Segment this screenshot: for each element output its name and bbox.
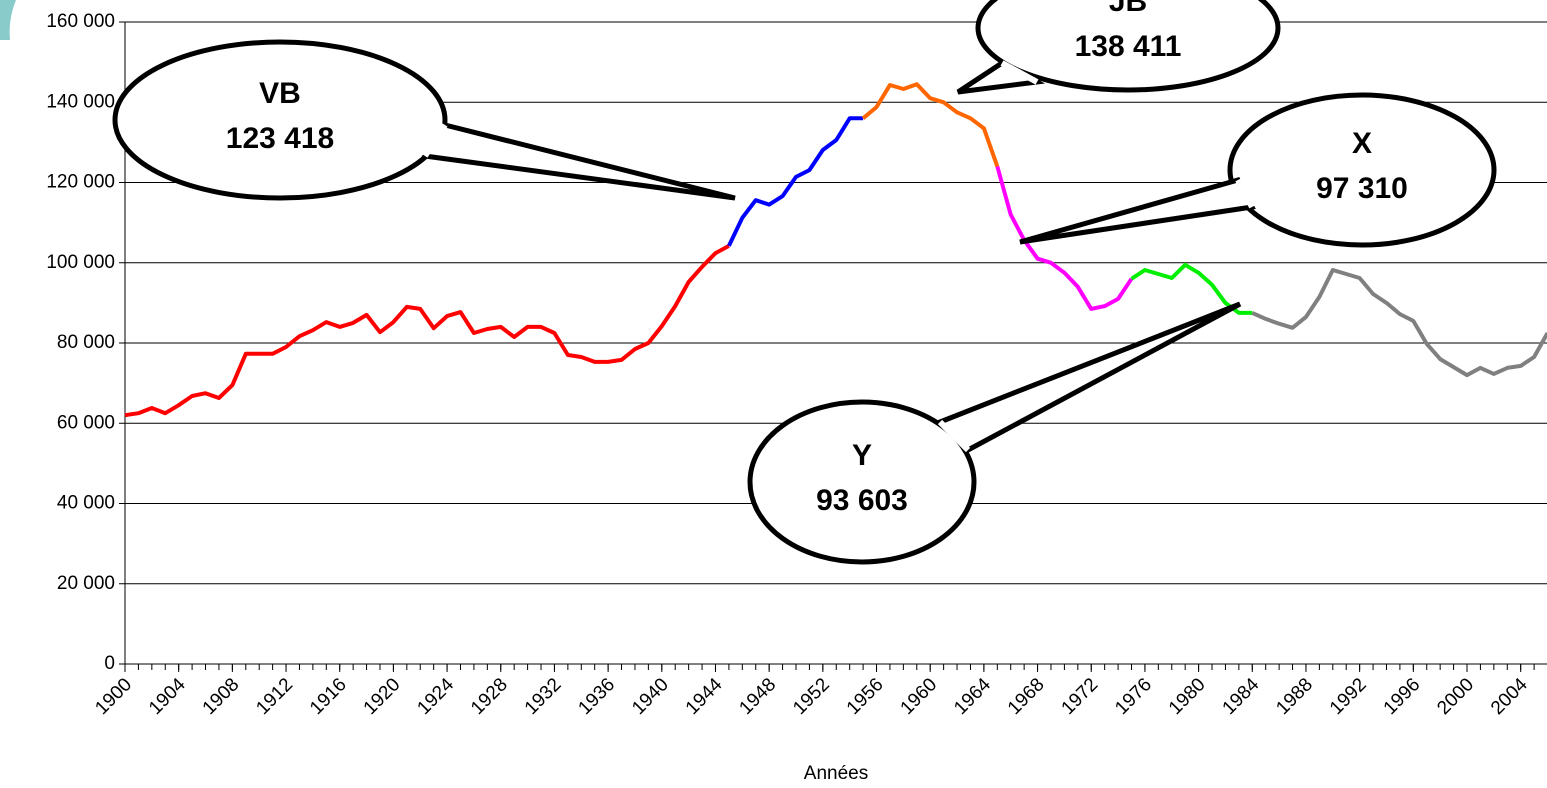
x-tick-label: 2004 (1487, 674, 1532, 719)
callout-tail (935, 301, 1242, 454)
x-tick-label: 1928 (467, 674, 512, 719)
callout-name: JB (1109, 0, 1147, 18)
x-tick-label: 1964 (950, 674, 995, 719)
callout-cover (1235, 178, 1255, 209)
x-tick-label: 1944 (682, 674, 727, 719)
decoration (0, 0, 16, 40)
callout-bubble (1227, 92, 1497, 248)
line-segment (1251, 268, 1547, 378)
x-tick-label: 1908 (199, 674, 244, 719)
x-tick-label: 1940 (628, 674, 673, 719)
callout-name: VB (259, 77, 301, 110)
x-tick-label: 1924 (413, 674, 458, 719)
x-axis-label: Années (804, 763, 868, 784)
x-tick-label: 1948 (735, 674, 780, 719)
callout-value: 123 418 (226, 122, 334, 155)
x-tick-label: 1984 (1219, 674, 1264, 719)
y-tick-label: 20 000 (57, 573, 115, 594)
callout-bubble (112, 39, 448, 201)
x-tick-label: 1980 (1165, 674, 1210, 719)
x-tick-label: 1960 (897, 674, 942, 719)
line-segment (861, 82, 1000, 168)
x-tick-label: 1956 (843, 674, 888, 719)
callout: X 97 310 (1019, 92, 1497, 248)
callout-value: 93 603 (816, 484, 908, 517)
callout: VB 123 418 (112, 39, 736, 201)
x-tick-label: 1932 (521, 674, 566, 719)
callout-name: X (1352, 127, 1372, 160)
callout-tail (420, 122, 736, 201)
callout-bubble (747, 399, 977, 565)
x-tick-label: 1904 (145, 674, 190, 719)
callout-bubble (975, 0, 1281, 93)
callout-cover (422, 123, 448, 158)
callout: JB 138 411 (956, 0, 1281, 95)
x-tick-label: 1900 (91, 674, 136, 719)
y-tick-label: 120 000 (46, 172, 115, 193)
y-tick-label: 60 000 (57, 412, 115, 433)
callout-value: 138 411 (1075, 30, 1182, 63)
x-tick-label: 1972 (1058, 674, 1103, 719)
callout-tail (1019, 177, 1256, 245)
x-tick-label: 1996 (1380, 674, 1425, 719)
x-tick-label: 1912 (252, 674, 297, 719)
callout-cover (1000, 60, 1039, 85)
x-tick-label: 1968 (1004, 674, 1049, 719)
y-tick-label: 160 000 (46, 11, 115, 32)
y-tick-label: 100 000 (46, 252, 115, 273)
y-tick-label: 40 000 (57, 493, 115, 514)
x-tick-label: 1920 (360, 674, 405, 719)
x-tick-label: 1936 (574, 674, 619, 719)
x-tick-label: 1988 (1272, 674, 1317, 719)
line-segment (727, 116, 864, 247)
y-tick-label: 0 (104, 653, 115, 674)
callout-value: 97 310 (1316, 172, 1408, 205)
x-tick-label: 2000 (1433, 674, 1478, 719)
callout-name: Y (852, 439, 872, 472)
x-tick-label: 1976 (1111, 674, 1156, 719)
x-tick-label: 1952 (789, 674, 834, 719)
x-tick-label: 1992 (1326, 674, 1371, 719)
x-tick-label: 1916 (306, 674, 351, 719)
callout: Y 93 603 (747, 301, 1242, 565)
y-tick-label: 80 000 (57, 332, 115, 353)
line-segment (995, 165, 1134, 311)
line-segment (124, 244, 730, 418)
y-tick-label: 140 000 (46, 91, 115, 112)
callout-cover (937, 419, 971, 453)
